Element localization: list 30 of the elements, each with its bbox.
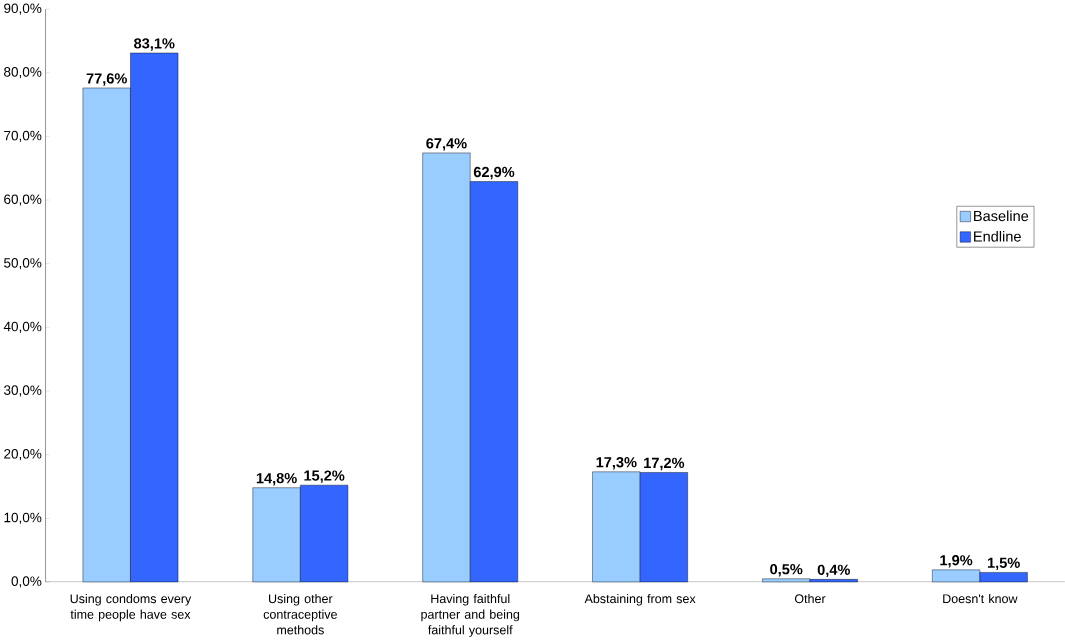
x-tick-label: Doesn't know (943, 593, 1018, 603)
data-label: 62,9% (473, 166, 515, 180)
x-tick-label: Abstaining from sex (584, 593, 696, 606)
y-tick-label: 80,0% (4, 66, 42, 79)
y-tick-label: 40,0% (3, 321, 42, 333)
data-label: 0,5% (770, 563, 803, 577)
data-label: 17,3% (596, 456, 637, 470)
data-label: 67,4% (426, 138, 467, 151)
y-tick-label: 30,0% (4, 385, 42, 397)
legend-label: Baseline (974, 210, 1029, 221)
data-label: 1,9% (940, 554, 973, 568)
x-tick-label: Having faithful partner and being faithful yourself (421, 593, 520, 637)
data-label: 14,8% (256, 472, 297, 486)
data-label: 0,4% (817, 564, 850, 577)
x-tick-label: Using other contraceptive methods (263, 593, 337, 635)
data-label: 77,6% (86, 73, 127, 86)
y-tick-label: 10,0% (4, 512, 42, 524)
data-label: 83,1% (134, 38, 175, 51)
y-tick-label: 50,0% (4, 257, 42, 270)
y-tick-label: 0,0% (11, 576, 42, 588)
x-tick-label: Other (794, 593, 826, 603)
x-tick-label: Using condoms every time people have sex (70, 593, 192, 622)
data-label: 1,5% (987, 557, 1020, 570)
y-tick-label: 70,0% (4, 130, 42, 142)
y-tick-label: 60,0% (4, 194, 42, 206)
data-label: 17,2% (644, 457, 685, 470)
y-tick-label: 90,0% (4, 3, 42, 15)
legend-label: Endline (974, 230, 1021, 242)
data-label: 15,2% (304, 470, 345, 483)
y-tick-label: 20,0% (4, 448, 42, 461)
